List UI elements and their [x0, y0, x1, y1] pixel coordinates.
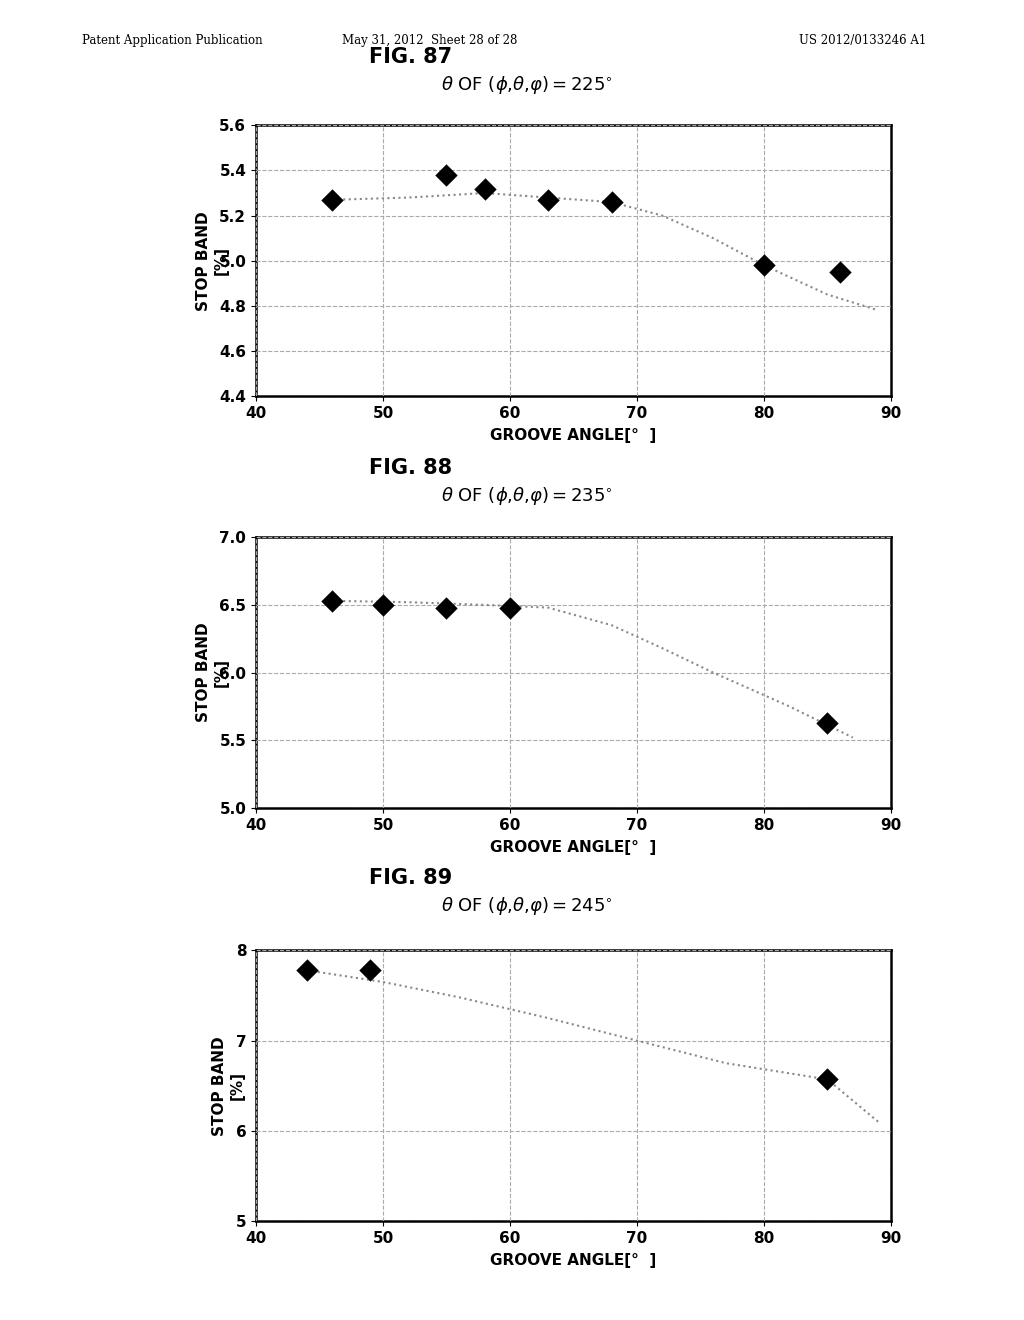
- Point: [324, 189, 340, 210]
- Point: [438, 597, 455, 618]
- Point: [502, 597, 518, 618]
- X-axis label: GROOVE ANGLE[°  ]: GROOVE ANGLE[° ]: [490, 840, 656, 854]
- Point: [819, 711, 836, 733]
- Point: [299, 960, 315, 981]
- Text: FIG. 88: FIG. 88: [369, 458, 452, 478]
- Point: [831, 261, 848, 282]
- Point: [819, 1069, 836, 1090]
- Point: [324, 590, 340, 611]
- Y-axis label: STOP BAND
[%]: STOP BAND [%]: [197, 623, 228, 722]
- X-axis label: GROOVE ANGLE[°  ]: GROOVE ANGLE[° ]: [490, 428, 656, 442]
- Text: $\theta$ OF ($\phi$,$\theta$,$\varphi$)$=$225$^{\circ}$: $\theta$ OF ($\phi$,$\theta$,$\varphi$)$…: [441, 74, 613, 96]
- Text: FIG. 89: FIG. 89: [369, 869, 452, 888]
- Text: $\theta$ OF ($\phi$,$\theta$,$\varphi$)$=$245$^{\circ}$: $\theta$ OF ($\phi$,$\theta$,$\varphi$)$…: [441, 895, 613, 917]
- Text: US 2012/0133246 A1: US 2012/0133246 A1: [799, 34, 926, 48]
- Text: Patent Application Publication: Patent Application Publication: [82, 34, 262, 48]
- Text: $\theta$ OF ($\phi$,$\theta$,$\varphi$)$=$235$^{\circ}$: $\theta$ OF ($\phi$,$\theta$,$\varphi$)$…: [441, 484, 613, 507]
- Point: [540, 189, 556, 210]
- Text: FIG. 87: FIG. 87: [369, 48, 452, 67]
- Point: [476, 178, 493, 199]
- Y-axis label: STOP BAND
[%]: STOP BAND [%]: [197, 211, 228, 310]
- Point: [438, 165, 455, 186]
- Point: [362, 960, 379, 981]
- Point: [756, 255, 772, 276]
- Text: May 31, 2012  Sheet 28 of 28: May 31, 2012 Sheet 28 of 28: [342, 34, 518, 48]
- Point: [603, 191, 620, 213]
- Y-axis label: STOP BAND
[%]: STOP BAND [%]: [212, 1036, 245, 1135]
- Point: [375, 594, 391, 615]
- X-axis label: GROOVE ANGLE[°  ]: GROOVE ANGLE[° ]: [490, 1253, 656, 1267]
